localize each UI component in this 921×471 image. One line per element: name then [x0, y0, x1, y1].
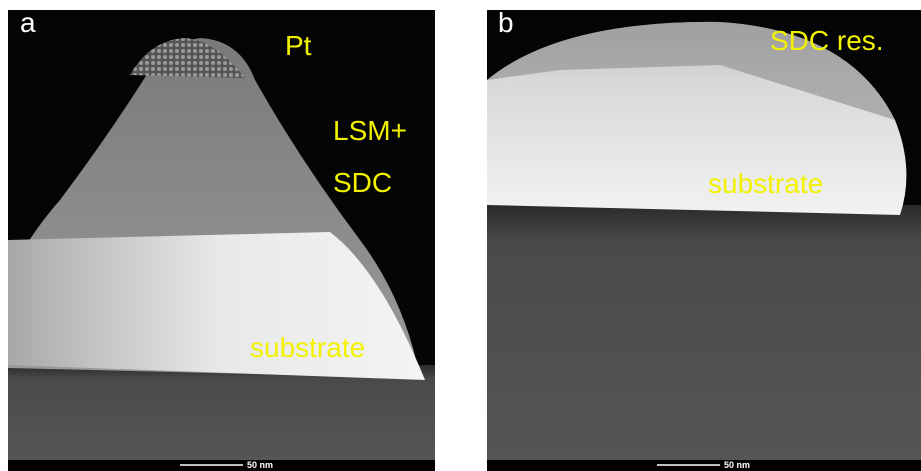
label: substrate	[708, 168, 823, 199]
figure: a Pt LSM+ SDC substrate 50 nm b SDC res.…	[0, 0, 921, 471]
label: SDC res.	[770, 25, 884, 56]
label: SDC	[333, 167, 392, 198]
label: Pt	[285, 30, 312, 61]
lower-band	[487, 205, 921, 460]
scale-label: 50 nm	[247, 460, 273, 470]
panel-b: b SDC res. substrate 50 nm	[487, 7, 921, 471]
panel-letter: a	[20, 7, 36, 38]
lower-band	[8, 365, 435, 460]
panel-a: a Pt LSM+ SDC substrate 50 nm	[8, 7, 435, 471]
label: substrate	[250, 332, 365, 363]
scale-label: 50 nm	[724, 460, 750, 470]
page: a Pt LSM+ SDC substrate 50 nm b SDC res.…	[0, 0, 921, 471]
label: LSM+	[333, 115, 407, 146]
panel-letter: b	[498, 7, 514, 38]
